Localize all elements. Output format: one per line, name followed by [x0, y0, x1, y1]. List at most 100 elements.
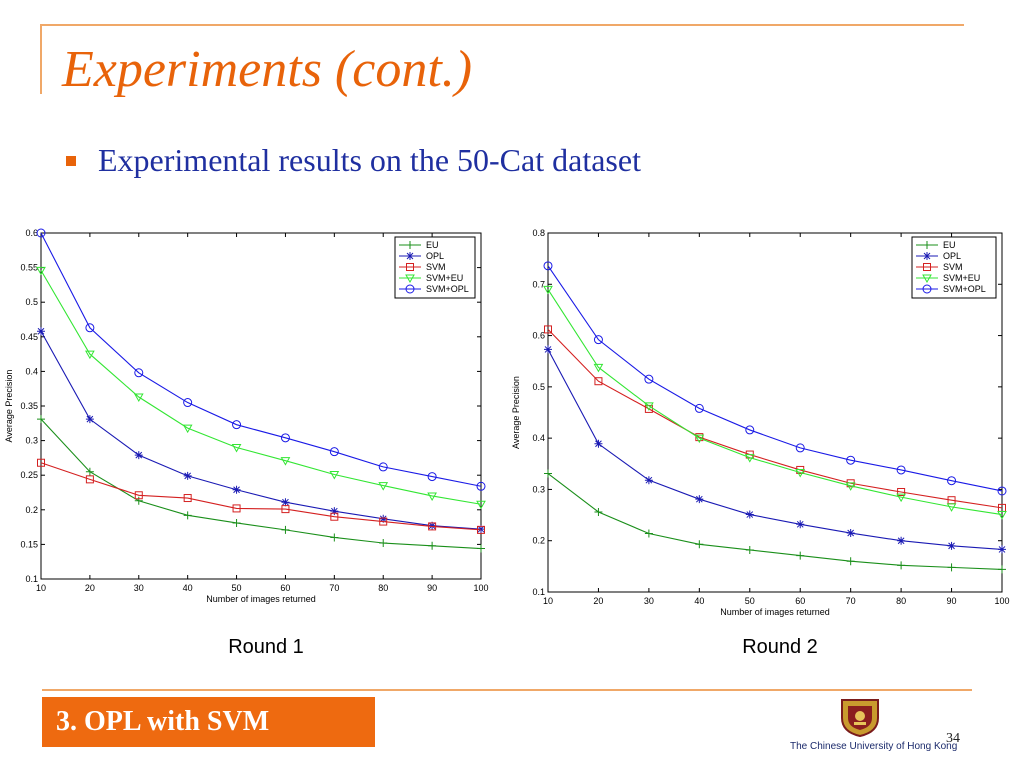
data-point — [897, 536, 906, 545]
x-tick-label: 70 — [846, 596, 856, 606]
title-accent-bar — [40, 24, 42, 94]
x-tick-label: 10 — [36, 583, 46, 593]
page-number: 34 — [946, 731, 960, 746]
data-point — [644, 476, 653, 485]
data-point — [281, 505, 290, 514]
data-point — [846, 557, 855, 566]
data-point — [134, 496, 143, 505]
legend-label: SVM+EU — [943, 273, 980, 283]
series-eu — [544, 469, 1006, 574]
x-tick-label: 20 — [593, 596, 603, 606]
x-tick-label: 30 — [134, 583, 144, 593]
data-point — [85, 415, 94, 424]
x-tick-label: 90 — [947, 596, 957, 606]
y-tick-label: 0.2 — [532, 536, 545, 546]
data-point — [428, 522, 437, 531]
y-tick-label: 0.7 — [532, 279, 545, 289]
data-point — [947, 476, 957, 486]
data-point — [428, 521, 437, 530]
data-point — [695, 495, 704, 504]
x-tick-label: 50 — [745, 596, 755, 606]
data-point — [744, 454, 755, 463]
title-rule — [40, 24, 964, 26]
y-tick-label: 0.4 — [25, 366, 38, 376]
data-point — [36, 228, 46, 238]
data-point — [330, 507, 339, 516]
y-tick-label: 0.4 — [532, 433, 545, 443]
x-tick-label: 60 — [280, 583, 290, 593]
data-point — [946, 503, 957, 512]
data-point — [281, 525, 290, 534]
data-point — [644, 529, 653, 538]
data-point — [378, 482, 389, 491]
y-tick-label: 0.45 — [20, 332, 38, 342]
data-point — [745, 425, 755, 435]
y-tick-label: 0.3 — [25, 436, 38, 446]
bullet-item: Experimental results on the 50-Cat datas… — [66, 142, 641, 179]
data-point — [594, 377, 603, 386]
series-line — [547, 349, 1003, 550]
legend-label: SVM — [426, 262, 446, 272]
data-point — [232, 485, 241, 494]
data-point — [232, 504, 241, 513]
x-tick-label: 80 — [896, 596, 906, 606]
series-line — [40, 462, 482, 531]
legend-label: EU — [943, 240, 956, 250]
data-point — [379, 517, 388, 526]
x-tick-label: 100 — [994, 596, 1009, 606]
data-point — [36, 266, 46, 276]
series-line — [547, 265, 1003, 492]
data-point — [745, 510, 754, 519]
bullet-square-icon — [66, 155, 76, 166]
x-tick-label: 70 — [329, 583, 339, 593]
legend-marker — [923, 252, 931, 260]
data-point — [745, 545, 754, 554]
data-point — [897, 487, 906, 496]
data-point — [695, 433, 704, 442]
data-point — [183, 398, 193, 408]
series-svm-plus-opl — [543, 261, 1007, 496]
data-point — [37, 415, 45, 424]
data-point — [896, 493, 906, 503]
data-point — [477, 525, 485, 534]
data-point — [998, 565, 1006, 574]
series-opl — [37, 327, 485, 534]
data-point — [594, 439, 603, 448]
data-point — [427, 492, 437, 501]
slide-title: Experiments (cont.) — [62, 41, 473, 98]
legend-marker — [922, 274, 932, 284]
x-tick-label: 80 — [378, 583, 388, 593]
series-svm-plus-eu — [543, 285, 1007, 520]
data-point — [593, 335, 603, 345]
data-point — [85, 350, 95, 360]
footer-section-label: 3. OPL with SVM — [42, 697, 375, 747]
data-point — [330, 533, 339, 542]
data-point — [846, 529, 855, 538]
data-point — [85, 323, 95, 333]
data-point — [544, 325, 552, 334]
data-point — [183, 511, 192, 520]
data-point — [544, 345, 552, 354]
x-tick-label: 100 — [473, 583, 488, 593]
data-point — [280, 433, 290, 443]
data-point — [896, 465, 906, 475]
data-point — [845, 482, 856, 491]
data-point — [134, 368, 144, 378]
data-point — [694, 434, 705, 444]
y-axis-label: Average Precision — [511, 376, 521, 449]
data-point — [593, 363, 604, 373]
data-point — [231, 444, 242, 453]
chart-round-2: 10 20 30 40 50 60 70 80 90 100 0.1 0.2 0.3 0.4 0.5 0.6 0… — [511, 228, 1010, 617]
y-tick-label: 0.15 — [20, 539, 38, 549]
y-tick-label: 0.35 — [20, 401, 38, 411]
series-line — [547, 289, 1003, 516]
legend-marker — [923, 241, 931, 249]
x-axis-label: Number of images returned — [206, 594, 316, 604]
data-point — [644, 374, 654, 384]
data-point — [477, 525, 485, 534]
data-point — [85, 467, 94, 476]
legend-label: SVM — [943, 262, 963, 272]
x-tick-label: 60 — [795, 596, 805, 606]
legend-marker — [922, 284, 932, 294]
